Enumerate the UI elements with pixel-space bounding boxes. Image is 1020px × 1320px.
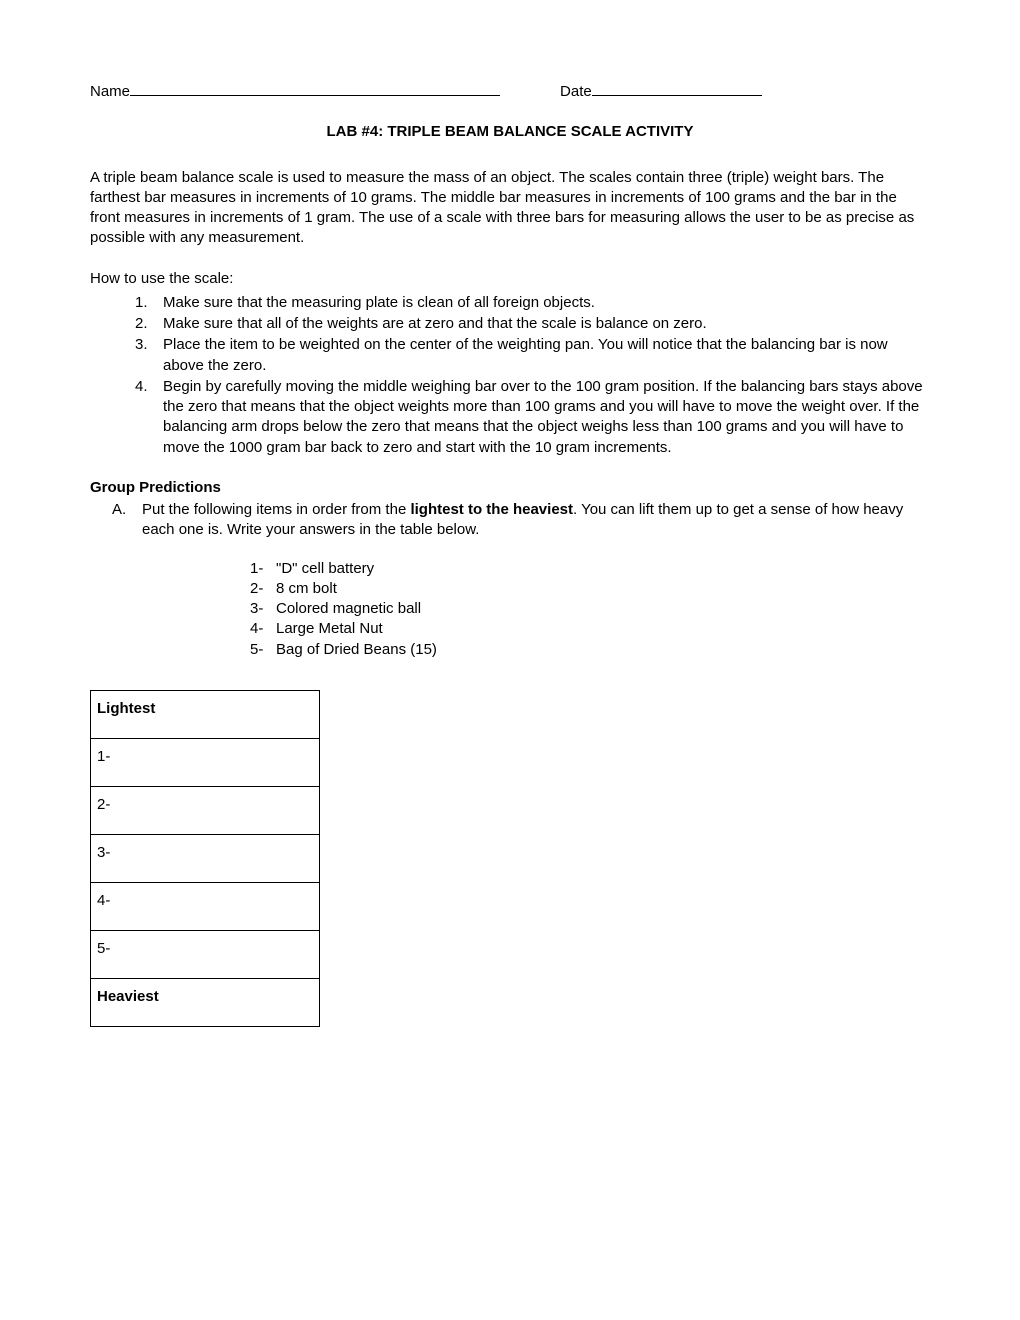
item: 2- 8 cm bolt [250,579,930,599]
table-row: 1- [91,738,320,786]
task-letter: A. [112,500,126,520]
intro-paragraph: A triple beam balance scale is used to m… [90,168,930,249]
date-section: Date [560,80,762,102]
item-text: Large Metal Nut [276,620,383,637]
task-text-prefix: Put the following items in order from th… [142,501,410,518]
task-text-bold: lightest to the heaviest [410,501,573,518]
document-title: LAB #4: TRIPLE BEAM BALANCE SCALE ACTIVI… [90,122,930,142]
item: 5- Bag of Dried Beans (15) [250,640,930,660]
item-text: 8 cm bolt [276,580,337,597]
step-text: Make sure that the measuring plate is cl… [163,294,595,311]
date-label: Date [560,82,592,102]
item-number: 1- [250,559,263,579]
table-cell-4[interactable]: 4- [91,882,320,930]
step-item: 2. Make sure that all of the weights are… [135,314,930,334]
item-number: 4- [250,619,263,639]
table-cell-2[interactable]: 2- [91,786,320,834]
table-heaviest-cell: Heaviest [91,978,320,1026]
steps-list: 1. Make sure that the measuring plate is… [90,293,930,458]
table-cell-1[interactable]: 1- [91,738,320,786]
item: 3- Colored magnetic ball [250,599,930,619]
how-to-use-heading: How to use the scale: [90,269,930,289]
items-list: 1- "D" cell battery 2- 8 cm bolt 3- Colo… [90,559,930,660]
task-list: A. Put the following items in order from… [90,500,930,541]
table-row: Heaviest [91,978,320,1026]
item-text: "D" cell battery [276,560,374,577]
table-row: 5- [91,930,320,978]
prediction-table: Lightest 1- 2- 3- 4- 5- Heaviest [90,690,320,1027]
item: 1- "D" cell battery [250,559,930,579]
step-text: Make sure that all of the weights are at… [163,315,707,332]
task-item: A. Put the following items in order from… [112,500,930,541]
step-text: Place the item to be weighted on the cen… [163,336,888,373]
table-row: 3- [91,834,320,882]
item: 4- Large Metal Nut [250,619,930,639]
step-number: 4. [135,377,148,397]
step-item: 1. Make sure that the measuring plate is… [135,293,930,313]
step-item: 3. Place the item to be weighted on the … [135,335,930,376]
step-item: 4. Begin by carefully moving the middle … [135,377,930,458]
date-input-line[interactable] [592,80,762,96]
table-cell-3[interactable]: 3- [91,834,320,882]
item-number: 2- [250,579,263,599]
table-row: 4- [91,882,320,930]
name-section: Name [90,80,500,102]
table-row: 2- [91,786,320,834]
header-line: Name Date [90,80,930,102]
name-label: Name [90,82,130,102]
item-number: 3- [250,599,263,619]
item-text: Colored magnetic ball [276,600,421,617]
step-number: 2. [135,314,148,334]
table-row: Lightest [91,690,320,738]
group-predictions-heading: Group Predictions [90,478,930,498]
step-text: Begin by carefully moving the middle wei… [163,378,923,456]
table-lightest-cell: Lightest [91,690,320,738]
item-number: 5- [250,640,263,660]
step-number: 3. [135,335,148,355]
item-text: Bag of Dried Beans (15) [276,641,437,658]
table-cell-5[interactable]: 5- [91,930,320,978]
step-number: 1. [135,293,148,313]
name-input-line[interactable] [130,80,500,96]
